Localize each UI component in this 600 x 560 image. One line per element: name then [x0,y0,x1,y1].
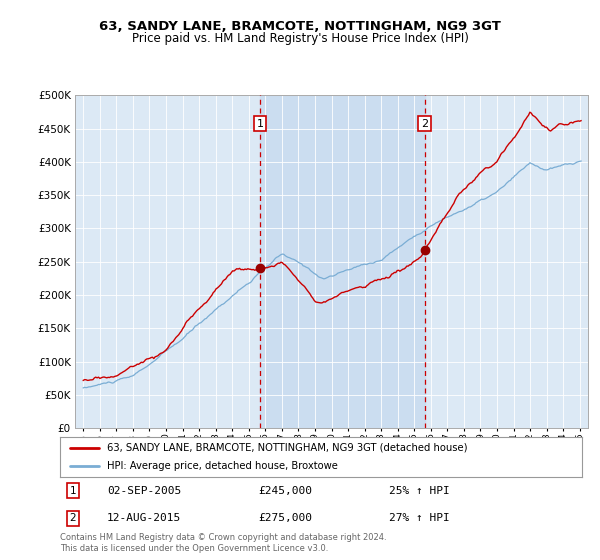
Text: Contains HM Land Registry data © Crown copyright and database right 2024.
This d: Contains HM Land Registry data © Crown c… [60,533,386,553]
Text: £245,000: £245,000 [259,486,313,496]
Text: 25% ↑ HPI: 25% ↑ HPI [389,486,449,496]
Text: HPI: Average price, detached house, Broxtowe: HPI: Average price, detached house, Brox… [107,461,338,471]
Text: 12-AUG-2015: 12-AUG-2015 [107,514,181,524]
Text: 63, SANDY LANE, BRAMCOTE, NOTTINGHAM, NG9 3GT: 63, SANDY LANE, BRAMCOTE, NOTTINGHAM, NG… [99,20,501,32]
Text: 1: 1 [70,486,76,496]
Text: 1: 1 [256,119,263,129]
Text: £275,000: £275,000 [259,514,313,524]
Text: 2: 2 [70,514,76,524]
Text: Price paid vs. HM Land Registry's House Price Index (HPI): Price paid vs. HM Land Registry's House … [131,32,469,45]
Text: 63, SANDY LANE, BRAMCOTE, NOTTINGHAM, NG9 3GT (detached house): 63, SANDY LANE, BRAMCOTE, NOTTINGHAM, NG… [107,443,467,452]
Text: 2: 2 [421,119,428,129]
Text: 02-SEP-2005: 02-SEP-2005 [107,486,181,496]
Text: 27% ↑ HPI: 27% ↑ HPI [389,514,449,524]
